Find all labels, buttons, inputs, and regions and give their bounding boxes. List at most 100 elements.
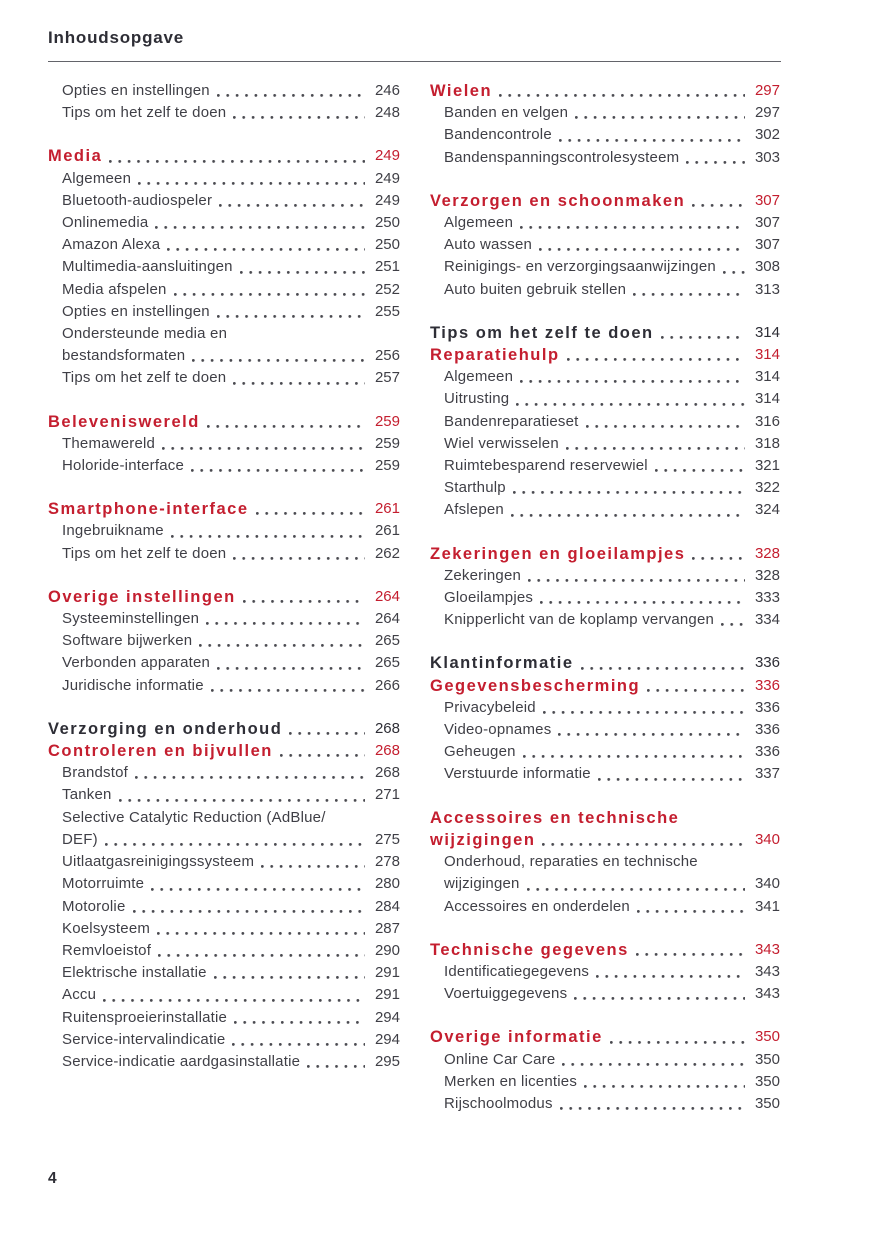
dot-leader <box>217 666 365 670</box>
entry-page-number: 318 <box>754 434 780 452</box>
entry-page-number: 302 <box>754 126 780 144</box>
toc-entry: Opties en instellingen 246 <box>48 80 400 102</box>
toc-entry: Bandenreparatieset 316 <box>430 411 780 433</box>
dot-leader <box>173 292 365 296</box>
toc-entry: Merken en licenties 350 <box>430 1071 780 1093</box>
dot-leader <box>233 116 365 120</box>
toc-chapter-heading: Verzorgen en schoonmaken 307 <box>430 190 780 212</box>
toc-entry: Afslepen 324 <box>430 499 780 521</box>
entry-page-number: 350 <box>754 1072 780 1090</box>
dot-leader <box>596 975 745 979</box>
entry-label: Reparatiehulp <box>430 346 560 365</box>
dot-leader <box>261 865 365 869</box>
toc-entry: Brandstof 268 <box>48 762 400 784</box>
entry-page-number: 334 <box>754 611 780 629</box>
dot-leader <box>206 622 365 626</box>
entry-label: Tanken <box>62 786 112 804</box>
toc-entry: Service-indicatie aardgasinstallatie 295 <box>48 1051 400 1073</box>
toc-entry: Tips om het zelf te doen 262 <box>48 543 400 565</box>
toc-section: Overige instellingen 264 Systeeminstelling… <box>48 586 400 697</box>
toc-entry: Bluetooth-audiospeler 249 <box>48 190 400 212</box>
entry-page-number: 336 <box>754 721 780 739</box>
entry-page-number: 265 <box>374 632 400 650</box>
entry-page-number: 268 <box>374 742 400 760</box>
dot-leader <box>609 1040 745 1044</box>
dot-leader <box>279 754 365 758</box>
toc-section: Beleveniswereld 259 Themawereld 259 Holoride… <box>48 411 400 478</box>
entry-label: Gloeilampjes <box>444 589 534 607</box>
entry-label: Elektrische installatie <box>62 964 207 982</box>
dot-leader <box>210 688 365 692</box>
dot-leader <box>239 270 365 274</box>
entry-page-number: 336 <box>754 698 780 716</box>
toc-entry: Identificatiegegevens 343 <box>430 961 780 983</box>
entry-label: Themawereld <box>62 434 156 452</box>
dot-leader <box>234 1020 365 1024</box>
entry-page-number: 340 <box>754 830 780 848</box>
entry-label: Media <box>48 147 103 166</box>
toc-entry: Uitrusting 314 <box>430 388 780 410</box>
entry-page-number: 268 <box>374 764 400 782</box>
entry-page-number: 278 <box>374 853 400 871</box>
entry-label: Verzorgen en schoonmaken <box>430 191 686 210</box>
toc-chapter-heading: Gegevensbescherming 336 <box>430 675 780 697</box>
toc-entry: Juridische informatie 266 <box>48 675 400 697</box>
dot-leader <box>540 601 745 605</box>
entry-label: Verstuurde informatie <box>444 765 591 783</box>
toc-entry: Themawereld 259 <box>48 433 400 455</box>
entry-label: Banden en velgen <box>444 104 569 122</box>
entry-page-number: 322 <box>754 479 780 497</box>
toc-entry: Koelsysteem 287 <box>48 918 400 940</box>
dot-leader <box>510 513 745 517</box>
entry-label: Bandenreparatieset <box>444 412 579 430</box>
entry-label: Smartphone-interface <box>48 500 249 519</box>
entry-label: Software bijwerken <box>62 632 193 650</box>
dot-leader <box>512 491 745 495</box>
dot-leader <box>289 732 365 736</box>
dot-leader <box>584 1084 745 1088</box>
dot-leader <box>213 976 365 980</box>
entry-page-number: 248 <box>374 104 400 122</box>
dot-leader <box>574 997 745 1001</box>
entry-page-number: 343 <box>754 940 780 958</box>
toc-chapter-heading: Overige instellingen 264 <box>48 586 400 608</box>
entry-page-number: 271 <box>374 786 400 804</box>
toc-chapter-heading: Controleren en bijvullen 268 <box>48 740 400 762</box>
dot-leader <box>216 94 365 98</box>
dot-leader <box>692 556 745 560</box>
toc-chapter-heading: wijzigingen 340 <box>430 829 780 851</box>
toc-entry: Zekeringen 328 <box>430 565 780 587</box>
dot-leader <box>686 160 745 164</box>
entry-page-number: 336 <box>754 676 780 694</box>
entry-label: Brandstof <box>62 764 129 782</box>
dot-leader <box>636 909 745 913</box>
entry-label: Opties en instellingen <box>62 82 210 99</box>
entry-label: Identificatiegegevens <box>444 962 590 980</box>
entry-label: Motorruimte <box>62 875 145 893</box>
toc-chapter-heading: Beleveniswereld 259 <box>48 411 400 433</box>
toc-entry: Banden en velgen 297 <box>430 102 780 124</box>
entry-page-number: 295 <box>374 1052 400 1070</box>
dot-leader <box>233 556 365 560</box>
entry-page-number: 265 <box>374 654 400 672</box>
toc-entry: Reinigings- en verzorgingsaanwijzingen 30… <box>430 256 780 278</box>
toc-entry: Verbonden apparaten 265 <box>48 652 400 674</box>
entry-label: Auto buiten gebruik stellen <box>444 280 627 298</box>
entry-page-number: 314 <box>754 346 780 364</box>
toc-entry: Wiel verwisselen 318 <box>430 433 780 455</box>
entry-label: Geheugen <box>444 743 516 761</box>
dot-leader <box>565 447 745 451</box>
toc-section: Media 249 Algemeen 249 Bluetooth-audiospeler… <box>48 145 400 389</box>
toc-chapter-heading: Accessoires en technische <box>430 807 780 829</box>
dot-leader <box>539 248 745 252</box>
entry-page-number: 291 <box>374 986 400 1004</box>
toc-section: Verzorging en onderhoud 268 Controleren en… <box>48 718 400 1073</box>
header-rule <box>48 61 781 62</box>
toc-entry: Tips om het zelf te doen 248 <box>48 102 400 124</box>
toc-entry: Amazon Alexa 250 <box>48 234 400 256</box>
toc-entry: Elektrische installatie 291 <box>48 962 400 984</box>
entry-label: Algemeen <box>444 214 514 232</box>
entry-label: Tips om het zelf te doen <box>62 369 227 387</box>
entry-label: Motorolie <box>62 897 126 915</box>
